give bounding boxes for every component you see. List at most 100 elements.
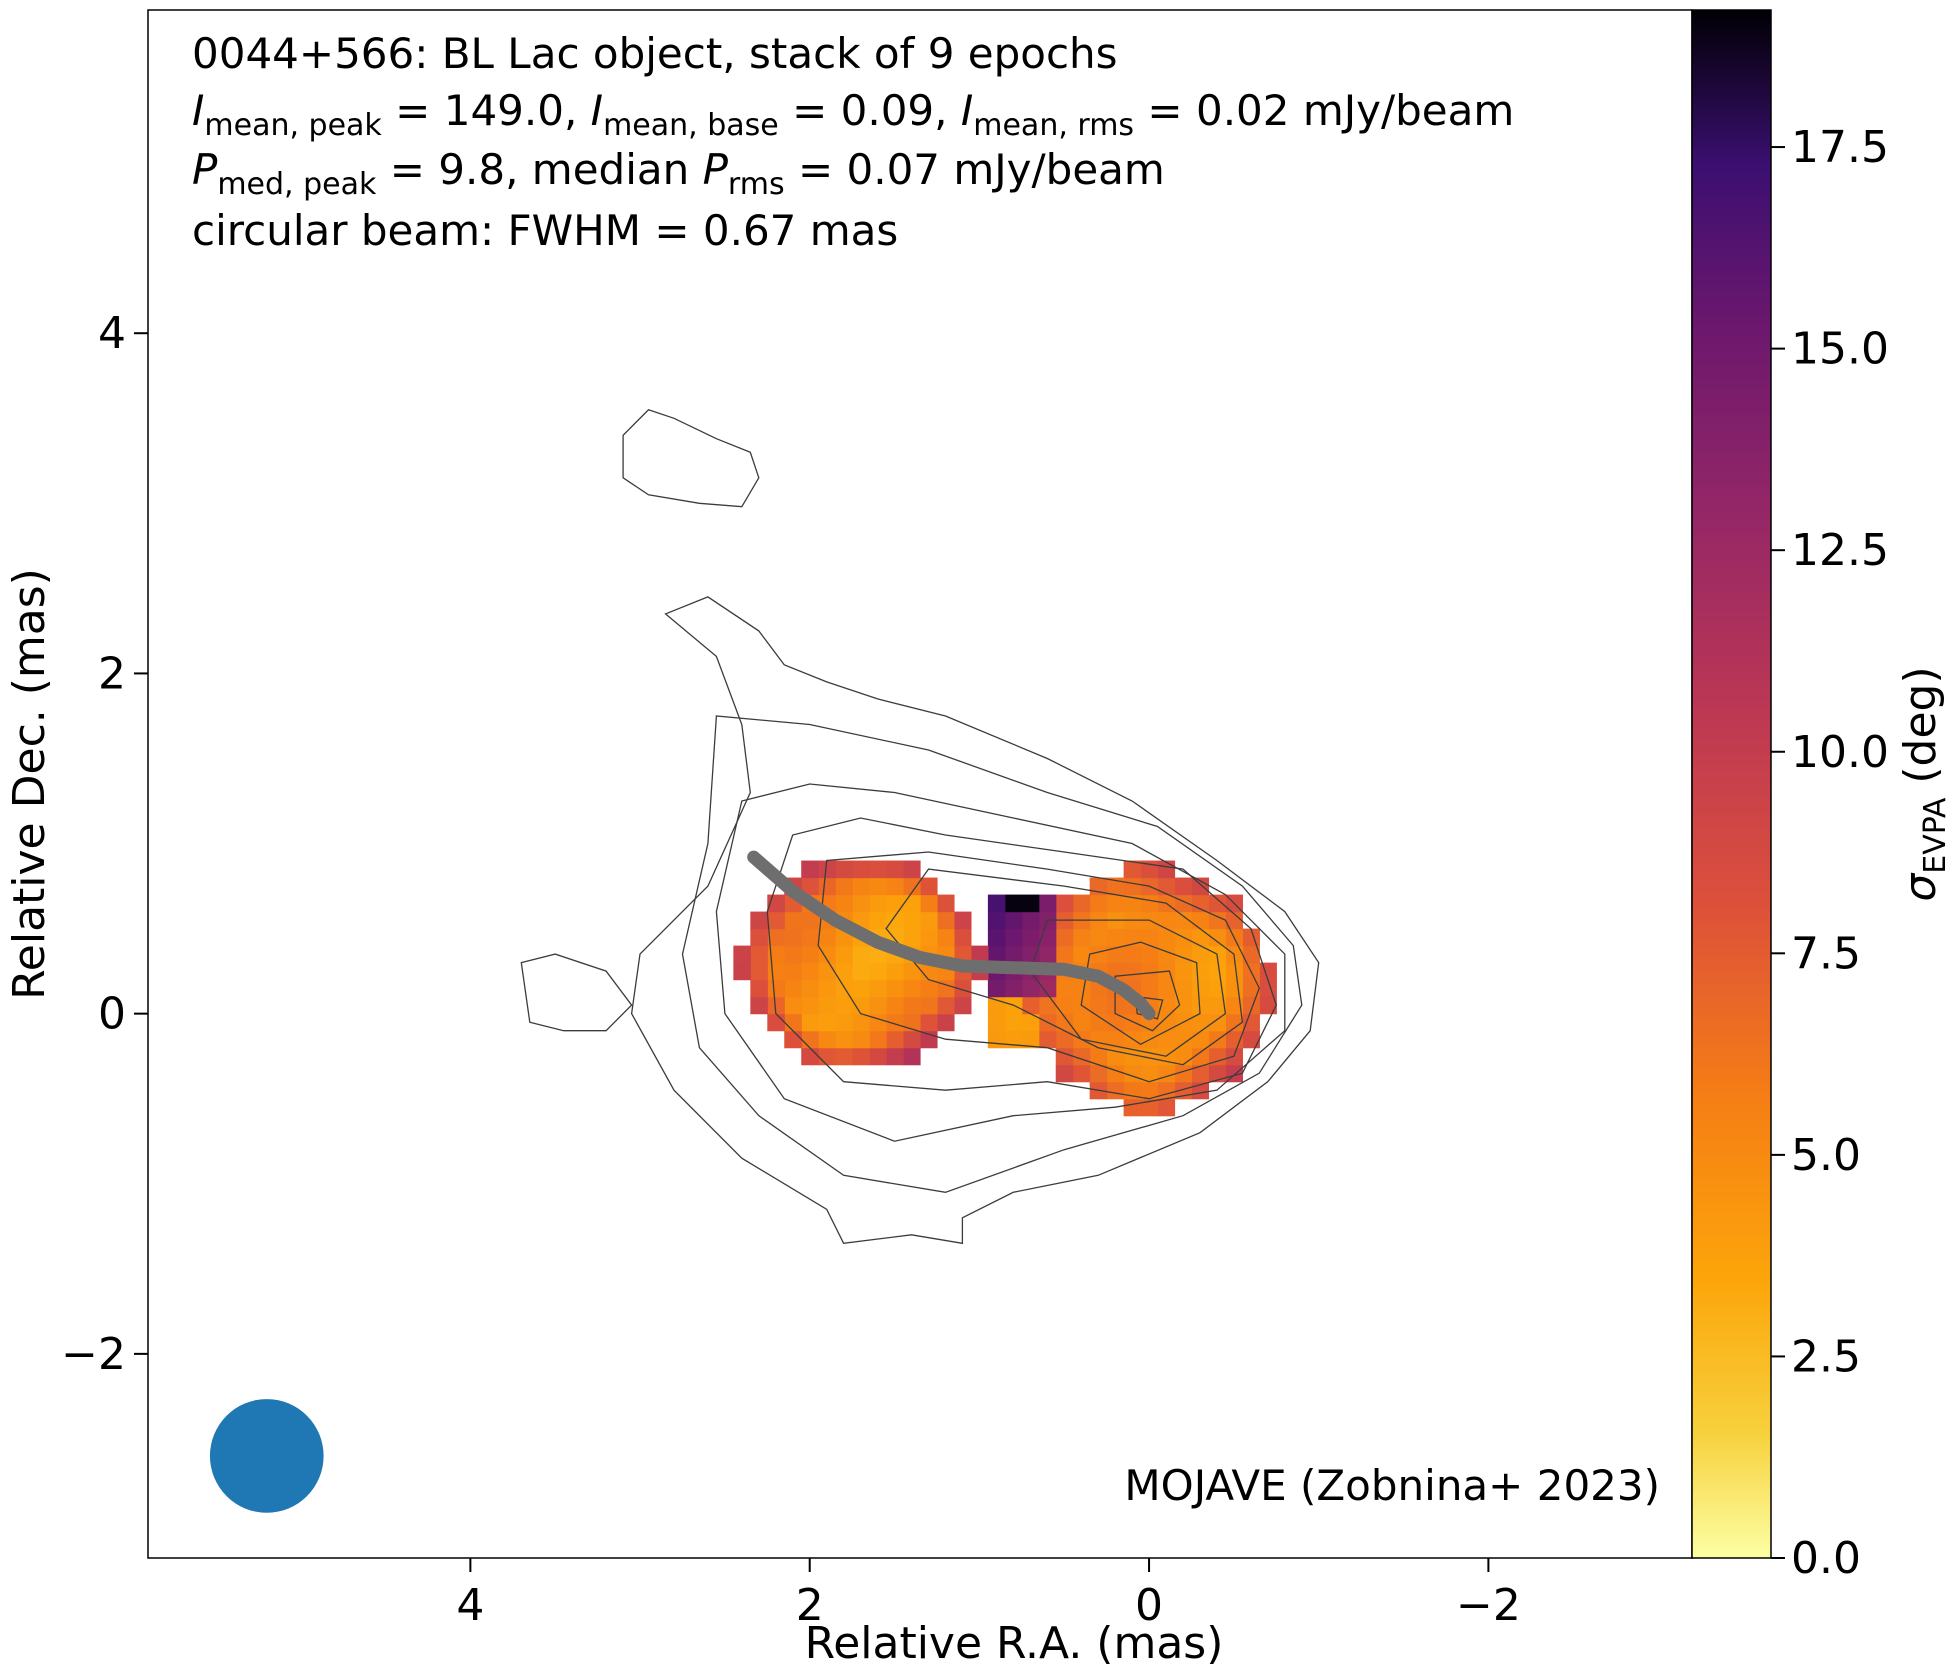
evpa-pixel: [920, 877, 938, 896]
evpa-pixel: [1191, 1047, 1210, 1066]
evpa-pixel: [801, 911, 819, 930]
evpa-pixel: [1208, 979, 1227, 998]
evpa-pixel: [987, 945, 1006, 964]
evpa-pixel: [767, 962, 785, 981]
evpa-pixel: [1208, 894, 1227, 913]
evpa-pixel: [801, 877, 819, 896]
y-tick-label: 2: [98, 648, 126, 699]
evpa-pixel: [869, 1030, 887, 1049]
evpa-pixel: [1157, 1013, 1176, 1032]
colorbar-tick-label: 7.5: [1791, 928, 1861, 979]
annotation-polarization-line: Pmed, peak = 9.8, median Prms = 0.07 mJy…: [192, 145, 1165, 202]
evpa-pixel: [733, 945, 751, 964]
evpa-pixel: [920, 911, 938, 930]
evpa-pixel: [818, 1013, 836, 1032]
evpa-pixel: [784, 1030, 802, 1049]
evpa-pixel: [1106, 1030, 1125, 1049]
evpa-pixel: [1191, 894, 1210, 913]
colorbar-tick-label: 0.0: [1791, 1533, 1861, 1584]
y-axis-ticks: 4 2 0 −2: [61, 308, 148, 1380]
evpa-pixel: [835, 1047, 853, 1066]
evpa-pixel: [1157, 1098, 1176, 1117]
evpa-pixel: [750, 928, 768, 947]
evpa-pixel: [801, 996, 819, 1015]
evpa-pixel: [987, 996, 1006, 1015]
evpa-pixel: [970, 945, 989, 964]
evpa-pixel: [1089, 894, 1108, 913]
evpa-pixel: [750, 996, 768, 1015]
evpa-pixel: [903, 1047, 921, 1066]
evpa-pixel: [1038, 945, 1057, 964]
evpa-pixel: [953, 911, 972, 930]
contour-line: [681, 715, 1303, 1193]
contour-line: [817, 851, 1261, 1083]
evpa-pixel: [1072, 979, 1091, 998]
evpa-pixel: [750, 962, 768, 981]
colorbar-ticks: 0.0 2.5 5.0 7.5 10.0 12.5 15.0 17.5: [1771, 122, 1889, 1584]
evpa-pixel: [903, 928, 921, 947]
contour-line: [1080, 941, 1201, 1046]
evpa-pixel: [987, 928, 1006, 947]
evpa-pixel: [1174, 1030, 1193, 1049]
evpa-pixel: [1004, 945, 1023, 964]
contour-line: [715, 783, 1286, 1142]
evpa-pixel: [1191, 1030, 1210, 1049]
evpa-pixel: [1106, 1081, 1125, 1100]
evpa-pixel: [903, 962, 921, 981]
intensity-contours: [520, 409, 1320, 1245]
evpa-pixel: [818, 962, 836, 981]
evpa-pixel: [1140, 945, 1159, 964]
contour-line: [1114, 970, 1181, 1032]
evpa-pixel: [886, 1047, 904, 1066]
evpa-pixel: [903, 894, 921, 913]
evpa-pixel: [1089, 1064, 1108, 1083]
evpa-pixel: [1004, 928, 1023, 947]
x-tick-label: 2: [796, 1580, 824, 1631]
evpa-pixel: [1055, 1030, 1074, 1049]
y-tick-label: 4: [98, 308, 126, 359]
y-tick-label: −2: [61, 1329, 126, 1380]
evpa-pixel: [1123, 860, 1142, 879]
evpa-pixel: [818, 860, 836, 879]
evpa-pixel: [1038, 894, 1057, 913]
evpa-pixel: [1021, 979, 1040, 998]
evpa-pixel: [869, 877, 887, 896]
evpa-pixel: [1191, 962, 1210, 981]
evpa-pixel: [1089, 1030, 1108, 1049]
evpa-pixel: [1225, 979, 1243, 998]
evpa-pixel: [886, 1030, 904, 1049]
evpa-pixel: [1123, 1047, 1142, 1066]
evpa-pixel: [886, 860, 904, 879]
evpa-pixel: [835, 1013, 853, 1032]
evpa-pixel: [852, 962, 870, 981]
evpa-pixel: [1191, 1013, 1210, 1032]
colorbar-tick-label: 17.5: [1791, 122, 1889, 173]
contour-line: [630, 596, 1320, 1245]
evpa-pixel: [1174, 962, 1193, 981]
evpa-pixel: [801, 945, 819, 964]
evpa-pixel: [835, 945, 853, 964]
evpa-pixel: [1106, 945, 1125, 964]
evpa-pixel: [1208, 911, 1227, 930]
evpa-pixel: [869, 911, 887, 930]
evpa-pixel: [1157, 928, 1176, 947]
x-tick-label: −2: [1456, 1580, 1521, 1631]
evpa-pixel: [886, 1013, 904, 1032]
evpa-pixel: [987, 911, 1006, 930]
evpa-pixel: [1225, 962, 1243, 981]
evpa-pixel: [1140, 894, 1159, 913]
evpa-pixel: [1242, 996, 1260, 1015]
evpa-pixel: [1072, 1013, 1091, 1032]
evpa-pixel: [1225, 996, 1243, 1015]
evpa-pixel: [886, 979, 904, 998]
evpa-pixel: [767, 1013, 785, 1032]
evpa-pixel: [1191, 1064, 1210, 1083]
evpa-pixel: [784, 979, 802, 998]
evpa-pixel: [1208, 1064, 1227, 1083]
evpa-pixel: [835, 877, 853, 896]
evpa-pixel: [1072, 894, 1091, 913]
y-tick-label: 0: [98, 989, 126, 1040]
evpa-pixel: [1174, 1064, 1193, 1083]
jet-ridgeline: [747, 850, 1156, 1021]
evpa-pixel: [1157, 911, 1176, 930]
